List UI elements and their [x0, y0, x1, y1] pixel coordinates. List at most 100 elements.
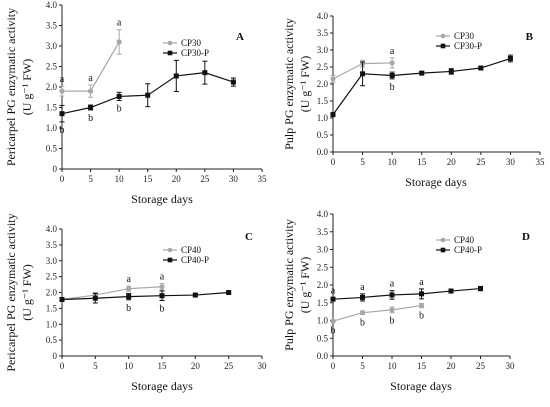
y-tick-label: 3.5: [317, 28, 329, 38]
x-tick-label: 25: [200, 174, 210, 184]
panel-letter: A: [236, 31, 244, 43]
data-point: [116, 39, 122, 45]
significance-letter: a: [117, 18, 122, 29]
panel-letter: D: [522, 231, 530, 243]
x-tick-label: 5: [88, 174, 93, 184]
y-tick-label: 0.0: [317, 351, 329, 361]
data-point: [389, 60, 395, 66]
x-tick-label: 30: [506, 157, 516, 167]
x-tick-label: 5: [360, 157, 365, 167]
x-tick-label: 30: [229, 174, 239, 184]
y-axis-title: Pulp PG enzymatic activity: [282, 18, 296, 150]
x-tick-label: 15: [417, 361, 427, 371]
data-point: [359, 310, 366, 316]
x-axis-title: Storage days: [405, 175, 467, 189]
y-tick-label: 3.0: [317, 245, 329, 255]
data-point: [419, 291, 424, 297]
x-tick-label: 35: [258, 174, 268, 184]
panel-D: 0 5 10 15 20 25 30 0.0 0.5 1.0 1.5 2.0 2.5 3.0 3.5 4.0 S…: [282, 209, 530, 393]
panel-A: 0 5 10 15 20 25 30 35 0 0.5 1.0 1.5 2.0 2.5 3.0 3.5 4.0 S…: [4, 0, 267, 206]
y-tick-label: 4.0: [317, 11, 329, 21]
series-line: [61, 291, 229, 301]
data-point: [389, 307, 395, 313]
x-axis-title: Storage days: [131, 379, 193, 393]
legend-marker: [167, 257, 173, 263]
y-tick-label: 4.0: [317, 209, 329, 219]
data-point: [230, 79, 236, 85]
y-tick-label: 0: [53, 164, 58, 174]
legend-label: CP30-P: [181, 48, 209, 58]
significance-letter: a: [360, 282, 365, 293]
y-tick-label: 2.5: [46, 62, 58, 72]
data-point: [88, 105, 94, 110]
y-tick-label: 0.5: [46, 144, 58, 154]
data-point: [87, 88, 94, 94]
series-line: [332, 304, 422, 322]
y-axis-title: Pulp PG enzymatic activity: [282, 219, 296, 351]
y-tick-label: 2.0: [46, 82, 58, 92]
legend-marker: [167, 40, 173, 46]
y-tick-label: 1.5: [317, 298, 329, 308]
significance-letter: a: [126, 274, 131, 285]
significance-letter: a: [88, 73, 93, 84]
y-axis-unit: (U g⁻¹ FW): [298, 257, 312, 314]
series-CP30-P: b b b CP30-P: [59, 48, 236, 136]
series-CP30-P: b CP30-P: [330, 41, 513, 118]
x-tick-label: 10: [388, 157, 398, 167]
significance-letter: b: [60, 125, 65, 136]
y-tick-label: 0.5: [317, 333, 329, 343]
data-point: [330, 76, 336, 82]
legend-label: CP40-P: [181, 255, 209, 265]
legend-marker: [440, 237, 446, 243]
y-tick-label: 2.5: [317, 62, 329, 72]
x-tick-label: 10: [115, 174, 125, 184]
x-tick-label: 20: [447, 361, 457, 371]
y-tick-label: 0.0: [317, 147, 329, 157]
data-point: [159, 284, 165, 290]
y-tick-label: 3.0: [317, 45, 329, 55]
y-axis-title: Pericarpel PG enzymatic activity: [4, 213, 18, 371]
significance-letter: b: [331, 326, 336, 337]
significance-letter: a: [160, 272, 165, 283]
data-point: [418, 302, 425, 309]
legend-marker: [167, 50, 173, 56]
significance-letter: b: [117, 104, 122, 115]
x-tick-label: 20: [191, 361, 201, 371]
x-tick-label: 25: [224, 361, 234, 371]
series-CP40-P: a a a a CP40-P: [330, 245, 483, 302]
data-point: [116, 93, 122, 99]
y-tick-label: 1.0: [317, 113, 329, 123]
y-axis-unit: (U g⁻¹ FW): [20, 59, 34, 116]
data-point: [145, 92, 151, 98]
legend-label: CP30-P: [454, 41, 482, 51]
data-point: [59, 296, 65, 302]
data-point: [448, 288, 454, 294]
x-tick-label: 20: [172, 174, 182, 184]
x-tick-label: 5: [360, 361, 365, 371]
data-point: [92, 295, 98, 301]
panel-C: 0 5 10 15 20 25 30 0 0.5 1.0 1.5 2.0 2.5 3.0 3.5 4.0 Sto…: [4, 213, 267, 393]
data-point: [330, 318, 336, 324]
significance-letter: b: [360, 317, 365, 328]
y-tick-label: 3.0: [46, 41, 58, 51]
y-tick-label: 1.5: [317, 96, 329, 106]
data-point: [173, 73, 179, 79]
significance-letter: b: [390, 316, 395, 327]
data-point: [360, 71, 366, 77]
x-tick-label: 15: [158, 361, 168, 371]
significance-letter: b: [88, 113, 93, 124]
data-point: [478, 286, 483, 292]
y-tick-label: 2.5: [46, 272, 58, 282]
significance-letter: b: [419, 311, 424, 322]
x-tick-label: 0: [331, 361, 336, 371]
series-line: [61, 286, 163, 301]
x-tick-label: 35: [536, 157, 546, 167]
y-axis-unit: (U g⁻¹ FW): [298, 56, 312, 113]
y-tick-label: 3.5: [317, 227, 329, 237]
y-tick-label: 2.0: [317, 79, 329, 89]
x-tick-label: 25: [476, 157, 486, 167]
y-tick-label: 0.5: [46, 335, 58, 345]
significance-letter: a: [60, 74, 65, 85]
data-point: [389, 292, 395, 298]
